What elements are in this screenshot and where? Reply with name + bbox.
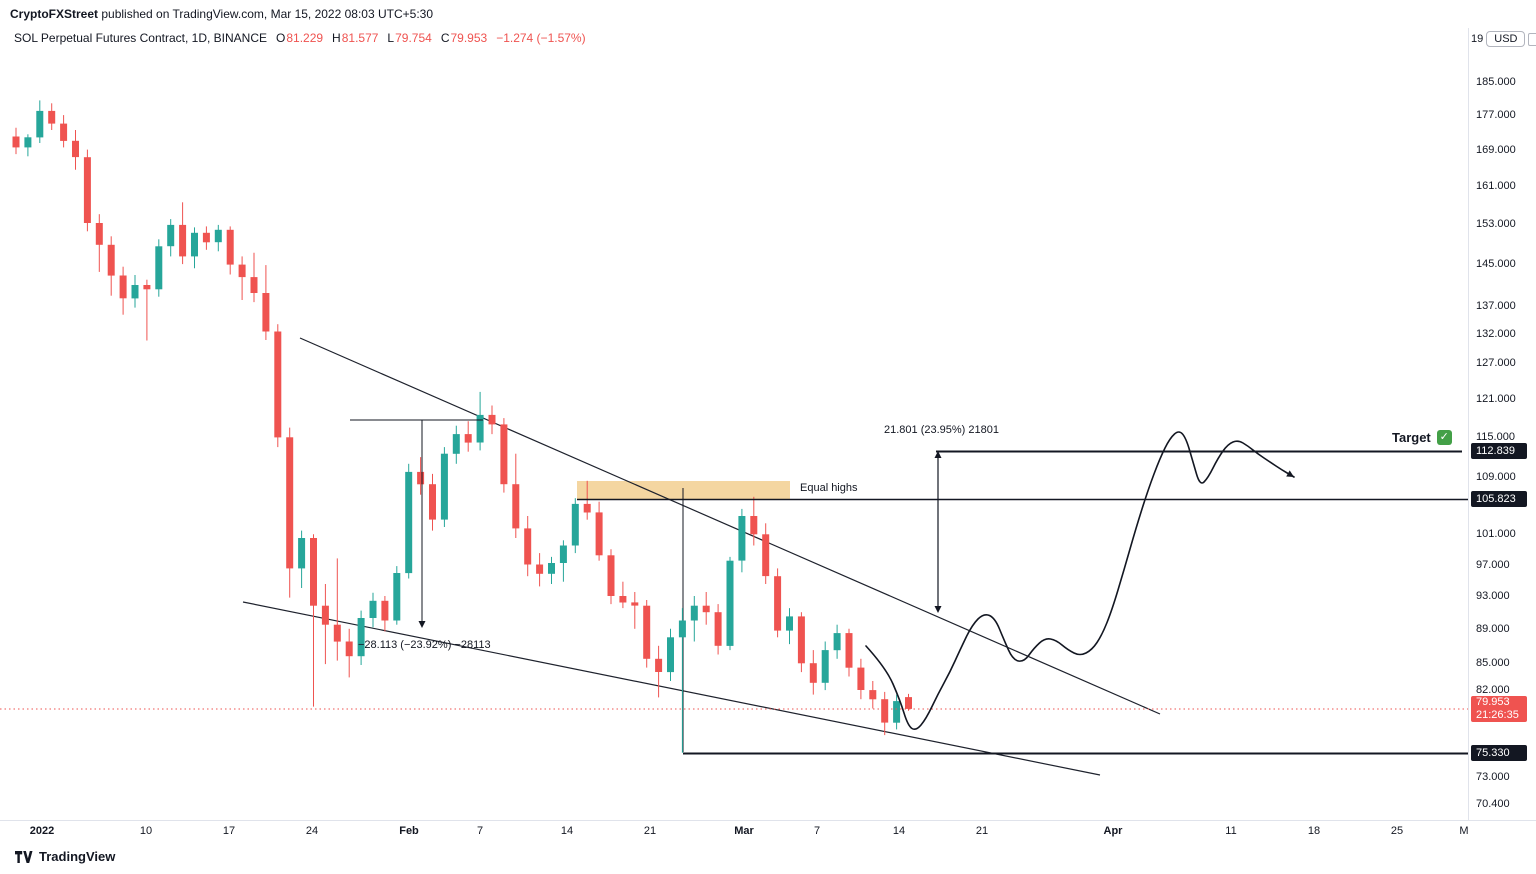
price-axis-label: 177.000 — [1476, 109, 1516, 122]
price-level-badge: 112.839 — [1471, 443, 1527, 460]
publisher-name: CryptoFXStreet — [10, 7, 99, 21]
time-axis-label: 14 — [892, 825, 906, 837]
price-axis-label: 85.000 — [1476, 657, 1510, 670]
time-axis-label: Feb — [399, 825, 419, 837]
price-axis-label: 93.000 — [1476, 589, 1510, 602]
tradingview-wordmark: TradingView — [39, 849, 116, 864]
time-axis-label: Apr — [1103, 825, 1123, 837]
time-axis-label: Mar — [734, 825, 754, 837]
clipped-price-label: 19 — [1471, 33, 1484, 45]
currency-toggle-button[interactable]: USD — [1486, 31, 1526, 47]
price-axis-header: 19 USD — [1471, 31, 1536, 47]
price-axis-label: 132.000 — [1476, 328, 1516, 341]
time-axis-label: 10 — [139, 825, 153, 837]
price-axis-label: 121.000 — [1476, 393, 1516, 406]
price-axis-label: 82.000 — [1476, 684, 1510, 697]
target-checkbox-icon: ✓ — [1436, 430, 1452, 445]
time-axis-label: 18 — [1307, 825, 1321, 837]
countdown-timer: 21:26:35 — [1476, 708, 1519, 721]
ohlc-close: C79.953 — [440, 31, 488, 45]
symbol-title[interactable]: SOL Perpetual Futures Contract, 1D, BINA… — [14, 31, 267, 45]
ohlc-high: H81.577 — [332, 31, 379, 45]
time-axis-label: 7 — [813, 825, 821, 837]
current-price-badge: 79.953 21:26:35 — [1471, 695, 1527, 722]
measured-move-down-label: −28.113 (−23.92%) −28113 — [358, 639, 491, 651]
price-axis-label: 109.000 — [1476, 471, 1516, 484]
price-axis-label: 70.400 — [1476, 798, 1510, 811]
time-axis[interactable]: 2022 10 17 24 Feb 7 14 21 Mar 7 14 21 Apr 11 18 25 M — [0, 820, 1468, 842]
publish-header: CryptoFXStreet published on TradingView.… — [10, 7, 433, 21]
price-level-badge: 75.330 — [1471, 745, 1527, 762]
time-axis-label: 21 — [643, 825, 657, 837]
time-axis-label: M — [1459, 825, 1468, 837]
price-level-badge: 105.823 — [1471, 491, 1527, 508]
price-axis-label: 185.000 — [1476, 76, 1516, 89]
price-axis-label: 115.000 — [1476, 431, 1515, 444]
price-axis-label: 145.000 — [1476, 258, 1516, 271]
time-axis-label: 11 — [1225, 825, 1237, 837]
time-axis-separator — [0, 820, 1536, 821]
time-axis-label: 14 — [560, 825, 574, 837]
price-axis-label: 97.000 — [1476, 558, 1510, 571]
price-axis-label: 89.000 — [1476, 622, 1510, 635]
time-axis-label: 25 — [1390, 825, 1404, 837]
ohlc-low: L79.754 — [387, 31, 432, 45]
price-axis-label: 161.000 — [1476, 179, 1516, 192]
footer-brand[interactable]: TradingView — [14, 849, 115, 864]
price-axis-separator — [1468, 28, 1469, 820]
price-axis-label: 127.000 — [1476, 357, 1516, 370]
price-axis-label: 73.000 — [1476, 770, 1510, 783]
axis-settings-icon[interactable] — [1528, 32, 1536, 46]
price-axis-label: 137.000 — [1476, 300, 1516, 313]
price-axis-label: 101.000 — [1476, 528, 1516, 541]
tradingview-logo-icon — [15, 850, 33, 863]
price-axis-label: 153.000 — [1476, 217, 1516, 230]
current-price: 79.953 — [1476, 695, 1510, 708]
time-axis-label: 7 — [476, 825, 484, 837]
time-axis-label: 2022 — [29, 825, 55, 837]
publish-info: published on TradingView.com, Mar 15, 20… — [98, 7, 434, 21]
time-axis-label: 17 — [222, 825, 236, 837]
target-annotation: Target ✓ — [1392, 430, 1452, 445]
symbol-legend: SOL Perpetual Futures Contract, 1D, BINA… — [14, 31, 586, 45]
price-axis[interactable]: 19 USD 79.953 21:26:35 185.000 177.000 169… — [1468, 0, 1536, 820]
measured-move-up-label: 21.801 (23.95%) 21801 — [884, 424, 999, 436]
time-axis-label: 24 — [305, 825, 319, 837]
ohlc-open: O81.229 — [276, 31, 324, 45]
equal-highs-label: Equal highs — [800, 482, 858, 494]
price-change: −1.274 (−1.57%) — [496, 31, 586, 45]
time-axis-label: 21 — [975, 825, 989, 837]
price-axis-label: 169.000 — [1476, 143, 1516, 156]
target-label: Target — [1392, 430, 1431, 445]
